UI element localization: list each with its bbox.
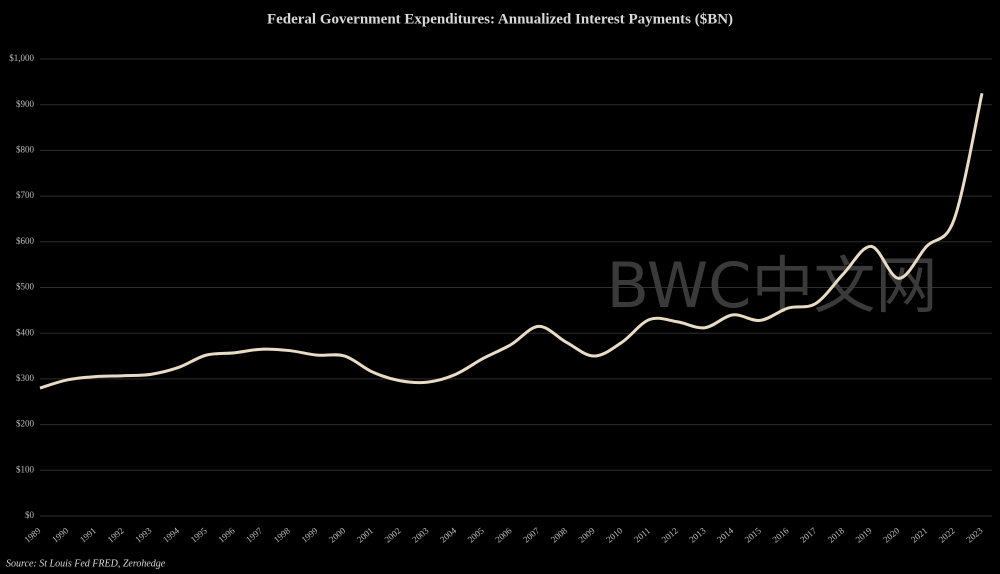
- x-tick-label: 2015: [743, 525, 764, 545]
- x-tick-label: 2009: [577, 525, 598, 545]
- source-note: Source: St Louis Fed FRED, Zerohedge: [6, 558, 166, 569]
- x-tick-label: 1991: [78, 525, 98, 544]
- x-tick-label: 1999: [299, 525, 320, 545]
- x-tick-label: 1993: [133, 525, 154, 545]
- y-tick-label: $0: [25, 510, 35, 520]
- y-tick-label: $500: [16, 282, 35, 292]
- x-tick-label: 1989: [22, 525, 43, 545]
- x-tick-label: 2002: [383, 525, 403, 544]
- x-tick-label: 2011: [632, 525, 652, 544]
- y-tick-label: $900: [16, 99, 35, 109]
- y-tick-label: $700: [16, 190, 35, 200]
- x-tick-label: 1995: [189, 525, 210, 545]
- x-tick-label: 2007: [521, 525, 542, 545]
- x-tick-label: 2022: [937, 525, 957, 544]
- x-tick-label: 2003: [410, 525, 431, 545]
- y-tick-label: $1,000: [9, 53, 34, 63]
- x-tick-label: 2018: [826, 525, 847, 545]
- y-tick-label: $100: [16, 464, 35, 474]
- x-tick-label: 2012: [660, 525, 680, 544]
- y-tick-label: $300: [16, 373, 35, 383]
- y-tick-label: $200: [16, 419, 35, 429]
- x-tick-label: 2019: [854, 525, 875, 545]
- x-tick-label: 2005: [466, 525, 487, 545]
- x-tick-label: 2023: [964, 525, 985, 545]
- y-tick-label: $400: [16, 327, 35, 337]
- x-tick-label: 1997: [244, 525, 265, 545]
- x-tick-label: 1994: [161, 525, 182, 545]
- x-tick-label: 2016: [770, 525, 791, 545]
- x-tick-label: 1992: [106, 525, 126, 544]
- series-line: [39, 92, 984, 390]
- x-tick-label: 2017: [798, 525, 819, 545]
- x-tick-label: 1998: [272, 525, 293, 545]
- x-tick-label: 2020: [881, 525, 902, 545]
- x-tick-label: 2013: [687, 525, 708, 545]
- chart-title: Federal Government Expenditures: Annuali…: [267, 11, 733, 27]
- x-tick-label: 2001: [355, 525, 375, 544]
- x-tick-label: 2021: [909, 525, 929, 544]
- x-tick-label: 1990: [50, 525, 71, 545]
- y-tick-label: $600: [16, 236, 35, 246]
- y-tick-label: $800: [16, 144, 35, 154]
- x-tick-label: 2010: [604, 525, 625, 545]
- x-tick-label: 2008: [549, 525, 570, 545]
- x-tick-label: 2006: [493, 525, 514, 545]
- x-tick-label: 1996: [216, 525, 237, 545]
- x-tick-label: 2004: [438, 525, 459, 545]
- x-tick-label: 2000: [327, 525, 348, 545]
- x-tick-label: 2014: [715, 525, 736, 545]
- watermark: BWC中文网: [607, 249, 938, 322]
